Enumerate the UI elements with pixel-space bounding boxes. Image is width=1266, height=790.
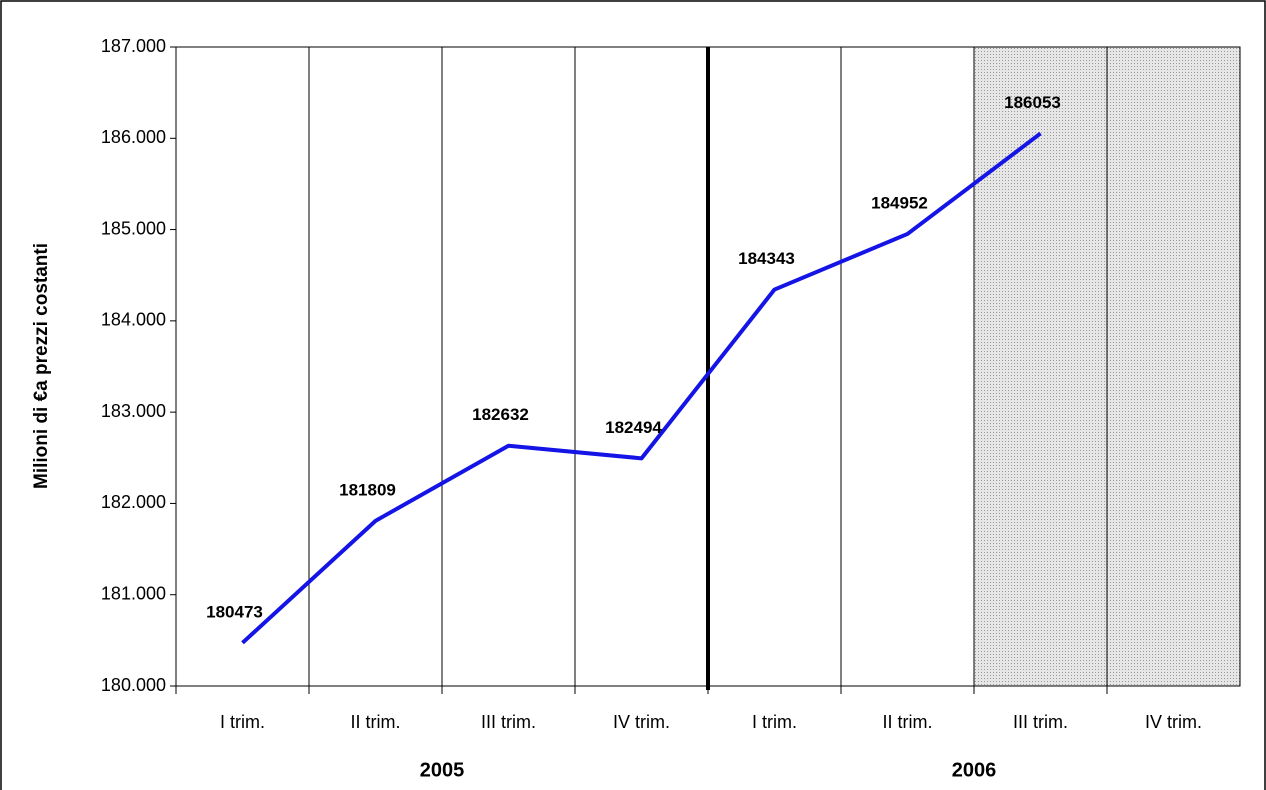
data-label: 184343 [738,249,795,268]
y-tick-label: 183.000 [101,401,166,421]
data-label: 184952 [871,193,928,212]
group-label: 2005 [420,759,465,781]
data-label: 182632 [472,405,529,424]
y-tick-label: 181.000 [101,583,166,603]
x-tick-label: III trim. [1013,712,1068,732]
data-line [241,131,1042,645]
data-label: 181809 [339,480,396,499]
x-tick-label: II trim. [351,712,401,732]
data-label: 182494 [605,418,662,437]
data-label: 186053 [1004,93,1061,112]
y-tick-label: 182.000 [101,492,166,512]
x-tick-label: I trim. [752,712,797,732]
y-tick-label: 187.000 [101,36,166,56]
y-axis-label: Milioni di €a prezzi costanti [31,243,52,489]
group-label: 2006 [952,759,997,781]
y-tick-label: 180.000 [101,675,166,695]
y-tick-label: 186.000 [101,127,166,147]
x-tick-label: I trim. [220,712,265,732]
x-tick-label: IV trim. [1145,712,1202,732]
y-tick-label: 184.000 [101,310,166,330]
x-tick-label: III trim. [481,712,536,732]
y-tick-label: 185.000 [101,218,166,238]
x-tick-label: II trim. [883,712,933,732]
x-tick-label: IV trim. [613,712,670,732]
data-label: 180473 [206,602,263,621]
